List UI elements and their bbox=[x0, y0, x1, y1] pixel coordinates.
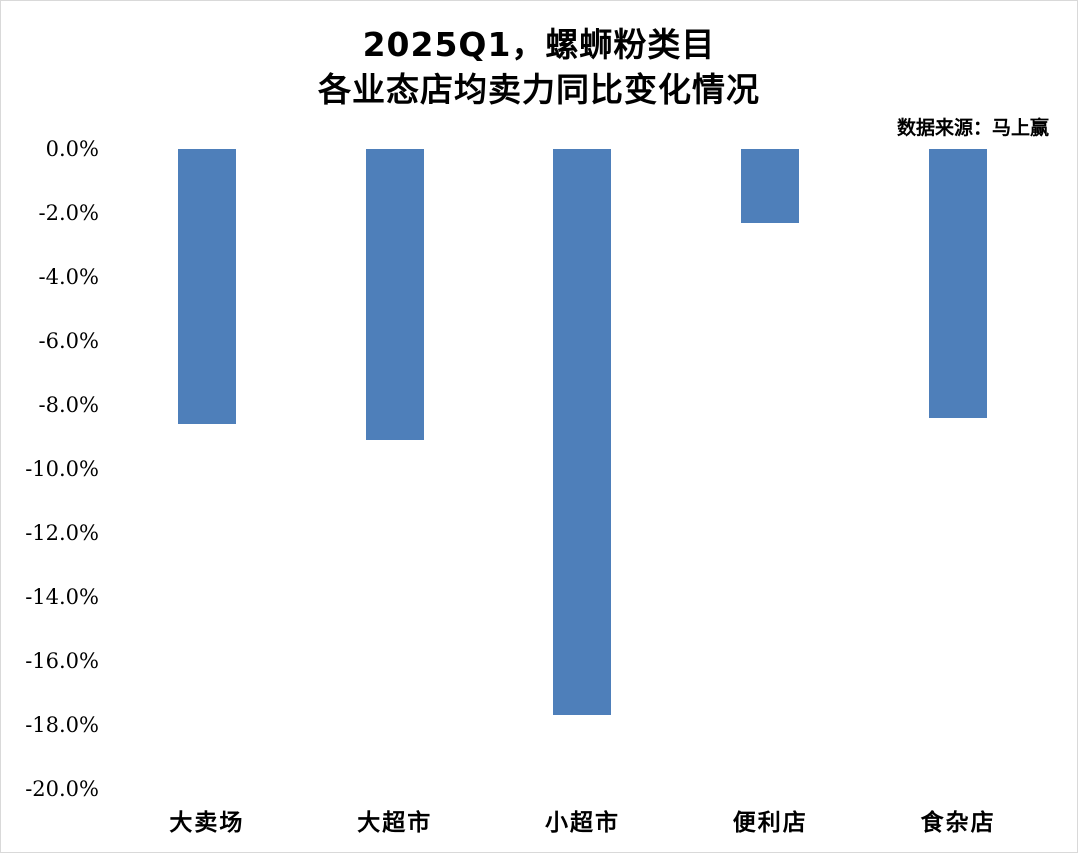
y-tick-label: -20.0% bbox=[25, 777, 99, 801]
x-axis-label: 大超市 bbox=[357, 809, 433, 836]
bar-slot bbox=[113, 149, 301, 789]
bar bbox=[177, 149, 236, 425]
x-axis-label: 大卖场 bbox=[169, 809, 245, 836]
bar-chart: 0.0% -2.0% -4.0% -6.0% -8.0% -10.0% -12.0% -14.… bbox=[1, 137, 1052, 847]
bar bbox=[929, 149, 988, 418]
bar bbox=[553, 149, 612, 716]
bar bbox=[365, 149, 424, 441]
y-tick-label: -10.0% bbox=[25, 457, 99, 481]
bar-slot bbox=[864, 149, 1052, 789]
y-tick-label: -8.0% bbox=[38, 393, 99, 417]
y-tick-label: -16.0% bbox=[25, 649, 99, 673]
data-source-label: 数据来源：马上赢 bbox=[896, 117, 1049, 139]
bar-slot bbox=[489, 149, 677, 789]
y-tick-label: -14.0% bbox=[25, 585, 99, 609]
y-tick-label: -2.0% bbox=[38, 201, 99, 225]
plot-area bbox=[113, 149, 1052, 789]
bar-slot bbox=[676, 149, 864, 789]
y-axis: 0.0% -2.0% -4.0% -6.0% -8.0% -10.0% -12.0% -14.… bbox=[1, 137, 113, 801]
x-axis: 大卖场 大超市 小超市 便利店 食杂店 bbox=[113, 789, 1052, 847]
x-axis-label: 食杂店 bbox=[920, 809, 996, 836]
chart-title: 2025Q1，螺蛳粉类目 各业态店均卖力同比变化情况 bbox=[1, 1, 1077, 112]
y-tick-label: 0.0% bbox=[45, 137, 99, 161]
chart-title-line2: 各业态店均卖力同比变化情况 bbox=[318, 69, 760, 109]
bar bbox=[741, 149, 800, 223]
x-axis-label: 小超市 bbox=[544, 809, 620, 836]
y-tick-label: -6.0% bbox=[38, 329, 99, 353]
bar-slot bbox=[301, 149, 489, 789]
y-tick-label: -18.0% bbox=[25, 713, 99, 737]
chart-title-line1: 2025Q1，螺蛳粉类目 bbox=[362, 25, 716, 64]
y-tick-label: -12.0% bbox=[25, 521, 99, 545]
x-axis-label: 便利店 bbox=[732, 809, 808, 836]
y-tick-label: -4.0% bbox=[38, 265, 99, 289]
